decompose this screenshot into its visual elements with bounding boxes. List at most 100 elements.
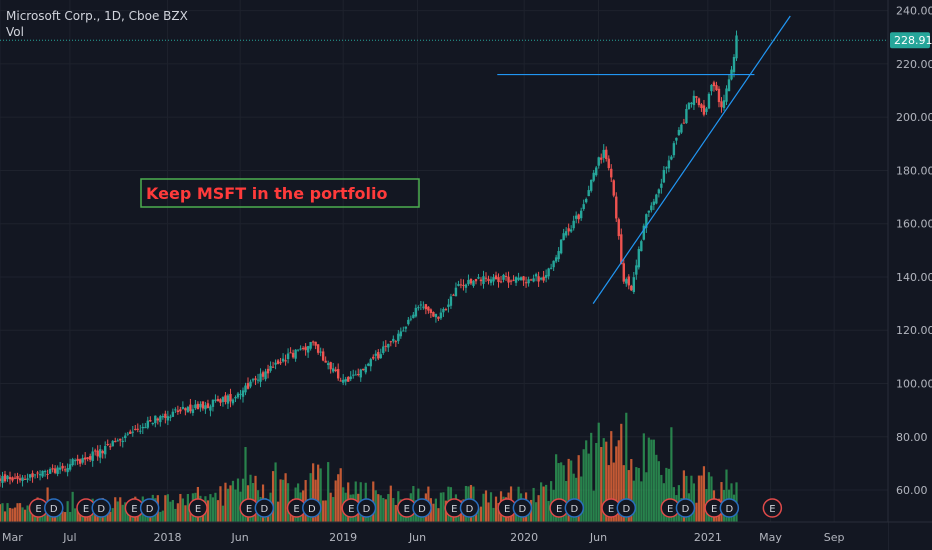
trendlines[interactable] bbox=[497, 15, 791, 304]
candle bbox=[567, 223, 570, 236]
candle-body bbox=[507, 276, 510, 283]
volume-bar bbox=[597, 422, 600, 522]
volume-bar bbox=[652, 439, 655, 522]
volume-bar bbox=[216, 500, 220, 522]
candle-body bbox=[712, 82, 716, 87]
candle bbox=[116, 438, 119, 442]
candle bbox=[585, 197, 588, 204]
candle bbox=[559, 239, 563, 255]
volume-bar bbox=[309, 473, 312, 522]
volume-bar bbox=[389, 485, 392, 522]
candle bbox=[146, 416, 150, 430]
x-tick-label: 2021 bbox=[694, 531, 722, 544]
dividend-marker[interactable]: D bbox=[302, 498, 322, 518]
dividend-circle bbox=[459, 498, 480, 518]
candle-body bbox=[0, 478, 2, 481]
candle-body bbox=[146, 420, 150, 428]
volume-bar bbox=[106, 510, 109, 522]
candle bbox=[61, 463, 64, 472]
candle-body bbox=[427, 306, 430, 311]
candle bbox=[154, 415, 157, 428]
candle bbox=[96, 445, 99, 461]
dividend-marker[interactable]: D bbox=[356, 498, 377, 518]
candle-body bbox=[517, 277, 520, 280]
volume-bar bbox=[221, 505, 225, 522]
dividend-marker[interactable]: D bbox=[616, 498, 637, 518]
candle-body bbox=[559, 239, 563, 254]
volume-bar bbox=[174, 508, 177, 522]
candle-body bbox=[509, 280, 513, 282]
candle bbox=[600, 153, 603, 164]
candle bbox=[136, 423, 139, 433]
dividend-marker[interactable]: D bbox=[512, 498, 533, 518]
candle bbox=[31, 470, 34, 483]
candle bbox=[672, 141, 676, 158]
candle bbox=[499, 275, 503, 284]
candle bbox=[324, 356, 327, 363]
candle-body bbox=[372, 356, 375, 359]
volume-bar bbox=[23, 509, 27, 522]
dividend-marker[interactable]: D bbox=[719, 498, 740, 518]
dividend-marker[interactable]: D bbox=[412, 498, 432, 518]
candle-body bbox=[529, 279, 533, 281]
candle bbox=[329, 361, 332, 374]
dividend-circle bbox=[91, 498, 111, 518]
last-price-badge[interactable] bbox=[890, 32, 930, 49]
candle-body bbox=[502, 274, 505, 280]
candle bbox=[359, 368, 362, 382]
volume-bar bbox=[590, 432, 593, 522]
annotation[interactable]: Keep MSFT in the portfolio bbox=[140, 178, 420, 208]
candle-body bbox=[76, 458, 79, 461]
trendline-support[interactable] bbox=[592, 15, 791, 304]
earnings-marker[interactable]: E bbox=[341, 498, 361, 518]
candle-body bbox=[615, 196, 618, 219]
candle-body bbox=[306, 346, 310, 353]
candle bbox=[670, 155, 673, 161]
marker-label: D bbox=[725, 504, 733, 515]
volume-bar bbox=[442, 492, 445, 522]
candle bbox=[119, 438, 122, 447]
candle-body bbox=[156, 418, 160, 421]
candle-body bbox=[11, 477, 14, 481]
candle bbox=[539, 276, 543, 281]
candle-body bbox=[206, 403, 210, 409]
candle-body bbox=[63, 469, 67, 471]
candle-body bbox=[579, 210, 583, 219]
dividend-marker[interactable]: D bbox=[675, 498, 696, 518]
dividend-marker[interactable]: D bbox=[44, 498, 64, 518]
candle-body bbox=[449, 296, 453, 306]
volume-bar bbox=[286, 483, 290, 522]
earnings-marker[interactable]: E bbox=[188, 498, 208, 518]
dividend-marker[interactable]: D bbox=[91, 498, 111, 518]
earnings-marker[interactable]: E bbox=[704, 498, 724, 518]
x-tick-label: Sep bbox=[824, 531, 845, 544]
y-axis[interactable]: 60.00 80.00 100.00 120.00 140.00 160.00 180.00… bbox=[887, 0, 932, 550]
earnings-marker[interactable]: E bbox=[76, 498, 96, 518]
candle-body bbox=[394, 341, 398, 343]
volume-bar bbox=[322, 500, 325, 522]
candle-body bbox=[572, 220, 575, 229]
dividend-marker[interactable]: D bbox=[254, 498, 275, 518]
candle bbox=[427, 306, 430, 314]
dividend-marker[interactable]: D bbox=[139, 498, 160, 518]
candle bbox=[459, 278, 463, 289]
candle-body bbox=[605, 149, 608, 159]
x-axis[interactable]: Mar Jul 2018 Jun 2019 Jun 2020 Jun 2021 May Sep bbox=[0, 521, 932, 550]
dividend-marker[interactable]: D bbox=[459, 498, 480, 518]
volume-bar bbox=[690, 475, 693, 522]
volume-bar bbox=[161, 510, 164, 522]
y-tick-label: 140.00 bbox=[896, 271, 932, 284]
annotation-box[interactable] bbox=[140, 178, 420, 208]
marker-label: E bbox=[608, 504, 614, 515]
volume-bar bbox=[585, 440, 588, 522]
candle bbox=[149, 416, 152, 422]
candle-body bbox=[331, 368, 335, 372]
volume-bar bbox=[61, 511, 64, 522]
earnings-marker[interactable]: E bbox=[762, 498, 783, 518]
dividend-marker[interactable]: D bbox=[564, 498, 585, 518]
marker-label: D bbox=[308, 504, 316, 515]
candle bbox=[667, 155, 671, 173]
candle bbox=[492, 274, 495, 286]
